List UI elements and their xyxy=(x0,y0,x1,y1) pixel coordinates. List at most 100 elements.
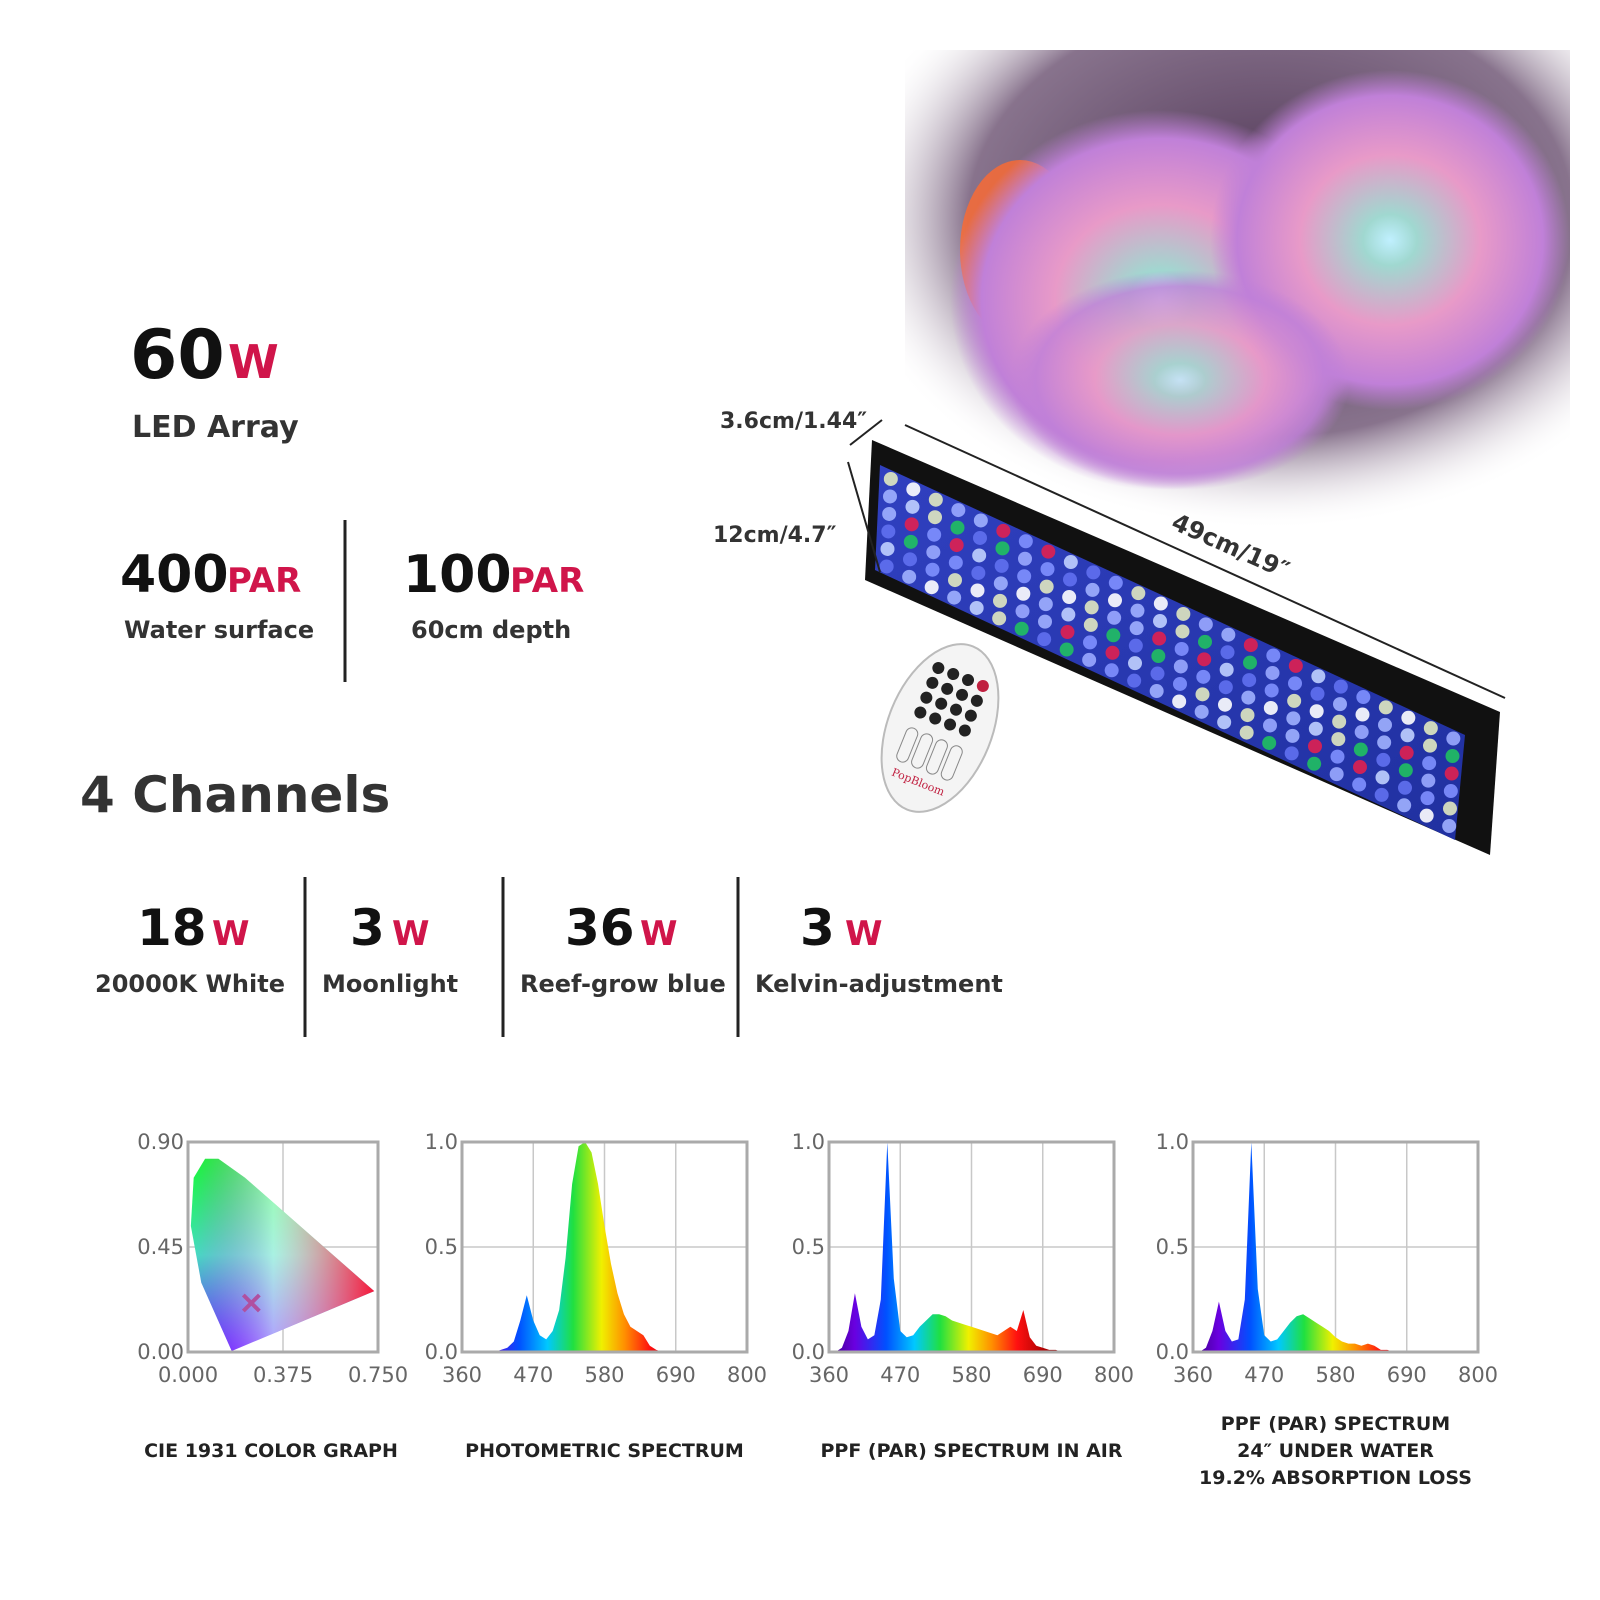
remote-key xyxy=(941,682,954,695)
plot-frame xyxy=(186,1140,380,1354)
led xyxy=(1308,721,1323,736)
led xyxy=(1378,700,1393,715)
led xyxy=(1218,697,1232,712)
spectrum-area xyxy=(1193,1142,1478,1352)
led xyxy=(1375,770,1390,785)
x-tick-label: 470 xyxy=(513,1363,553,1387)
led xyxy=(1353,742,1368,757)
led xyxy=(1172,694,1187,709)
spec-unit: W xyxy=(392,914,430,954)
led xyxy=(1264,683,1279,698)
remote-key xyxy=(947,668,960,681)
led xyxy=(993,593,1007,608)
x-tick-label: 580 xyxy=(584,1363,624,1387)
led xyxy=(1240,708,1255,723)
remote-key xyxy=(929,712,942,725)
remote-key xyxy=(932,662,945,675)
led xyxy=(994,558,1009,573)
led xyxy=(1153,614,1167,629)
led xyxy=(1397,798,1412,813)
dimension-label: 12cm/4.7″ xyxy=(713,523,837,548)
coral-photo xyxy=(905,50,1570,530)
led xyxy=(1263,718,1277,733)
y-tick-label: 0.90 xyxy=(137,1130,184,1154)
led xyxy=(1198,634,1212,649)
led xyxy=(1018,534,1033,549)
led xyxy=(1266,648,1281,663)
led xyxy=(928,510,942,525)
led xyxy=(1063,572,1077,587)
led xyxy=(1173,659,1188,674)
led xyxy=(1309,704,1324,719)
led xyxy=(1443,784,1458,799)
led xyxy=(1420,791,1435,806)
led xyxy=(1307,756,1322,771)
led xyxy=(1217,715,1232,730)
remote-key xyxy=(911,733,934,769)
led xyxy=(1332,714,1347,729)
led xyxy=(1197,652,1212,667)
chart-title: 24″ UNDER WATER xyxy=(1237,1440,1434,1462)
x-tick-label: 0.000 xyxy=(158,1363,218,1387)
x-tick-label: 690 xyxy=(1023,1363,1063,1387)
led xyxy=(1015,604,1030,619)
led xyxy=(1354,725,1369,740)
led xyxy=(1401,710,1416,725)
remote-key xyxy=(944,718,957,731)
led xyxy=(1038,597,1053,612)
led xyxy=(1041,544,1056,559)
remote-key xyxy=(920,691,933,704)
led xyxy=(971,565,986,580)
spec-label: LED Array xyxy=(132,410,299,445)
led xyxy=(1129,621,1144,636)
led xyxy=(1018,551,1032,566)
spec-label: Water surface xyxy=(124,616,314,644)
remote-key xyxy=(976,679,989,692)
led xyxy=(1444,766,1459,781)
charts: 0.000 0.375 0.750 0.00 0.45 0.90 CIE 1931 COLO… xyxy=(137,1130,1498,1489)
white-point xyxy=(241,1293,261,1313)
led xyxy=(970,583,985,598)
led xyxy=(1311,669,1326,684)
spec-label: Kelvin-adjustment xyxy=(755,970,1003,998)
y-tick-label: 1.0 xyxy=(1156,1130,1189,1154)
led xyxy=(1445,749,1460,764)
led xyxy=(1422,756,1437,771)
color-gamut-overlay xyxy=(190,1158,375,1351)
led xyxy=(1108,575,1123,590)
led xyxy=(1104,663,1119,678)
x-tick-label: 0.375 xyxy=(253,1363,313,1387)
plot-frame xyxy=(460,1140,749,1354)
led xyxy=(1241,690,1256,705)
led xyxy=(1398,780,1412,795)
led xyxy=(1061,607,1076,622)
led xyxy=(1242,673,1257,688)
led xyxy=(1176,606,1191,621)
led xyxy=(1265,665,1280,680)
y-tick-label: 0.5 xyxy=(425,1235,458,1259)
led xyxy=(880,541,895,556)
led xyxy=(1419,808,1434,823)
spec-unit: W xyxy=(212,914,250,954)
led xyxy=(1063,555,1078,570)
led xyxy=(879,559,894,574)
y-tick-label: 1.0 xyxy=(425,1130,458,1154)
x-tick-label: 580 xyxy=(1315,1363,1355,1387)
led xyxy=(1130,603,1145,618)
spec-unit: W xyxy=(228,335,279,389)
chart-title: 19.2% ABSORPTION LOSS xyxy=(1199,1467,1472,1489)
dimension-label: 3.6cm/1.44″ xyxy=(720,409,867,434)
led xyxy=(950,520,965,535)
led xyxy=(1149,684,1164,699)
remote: PopBloom xyxy=(880,643,1000,813)
led xyxy=(883,471,898,486)
led xyxy=(1039,579,1054,594)
led xyxy=(1442,819,1457,834)
remote-key xyxy=(940,745,963,781)
led xyxy=(1333,679,1348,694)
spec-number: 3 xyxy=(350,899,385,957)
remote-key xyxy=(950,703,963,716)
led xyxy=(1219,662,1234,677)
x-tick-label: 580 xyxy=(951,1363,991,1387)
led xyxy=(1218,680,1233,695)
